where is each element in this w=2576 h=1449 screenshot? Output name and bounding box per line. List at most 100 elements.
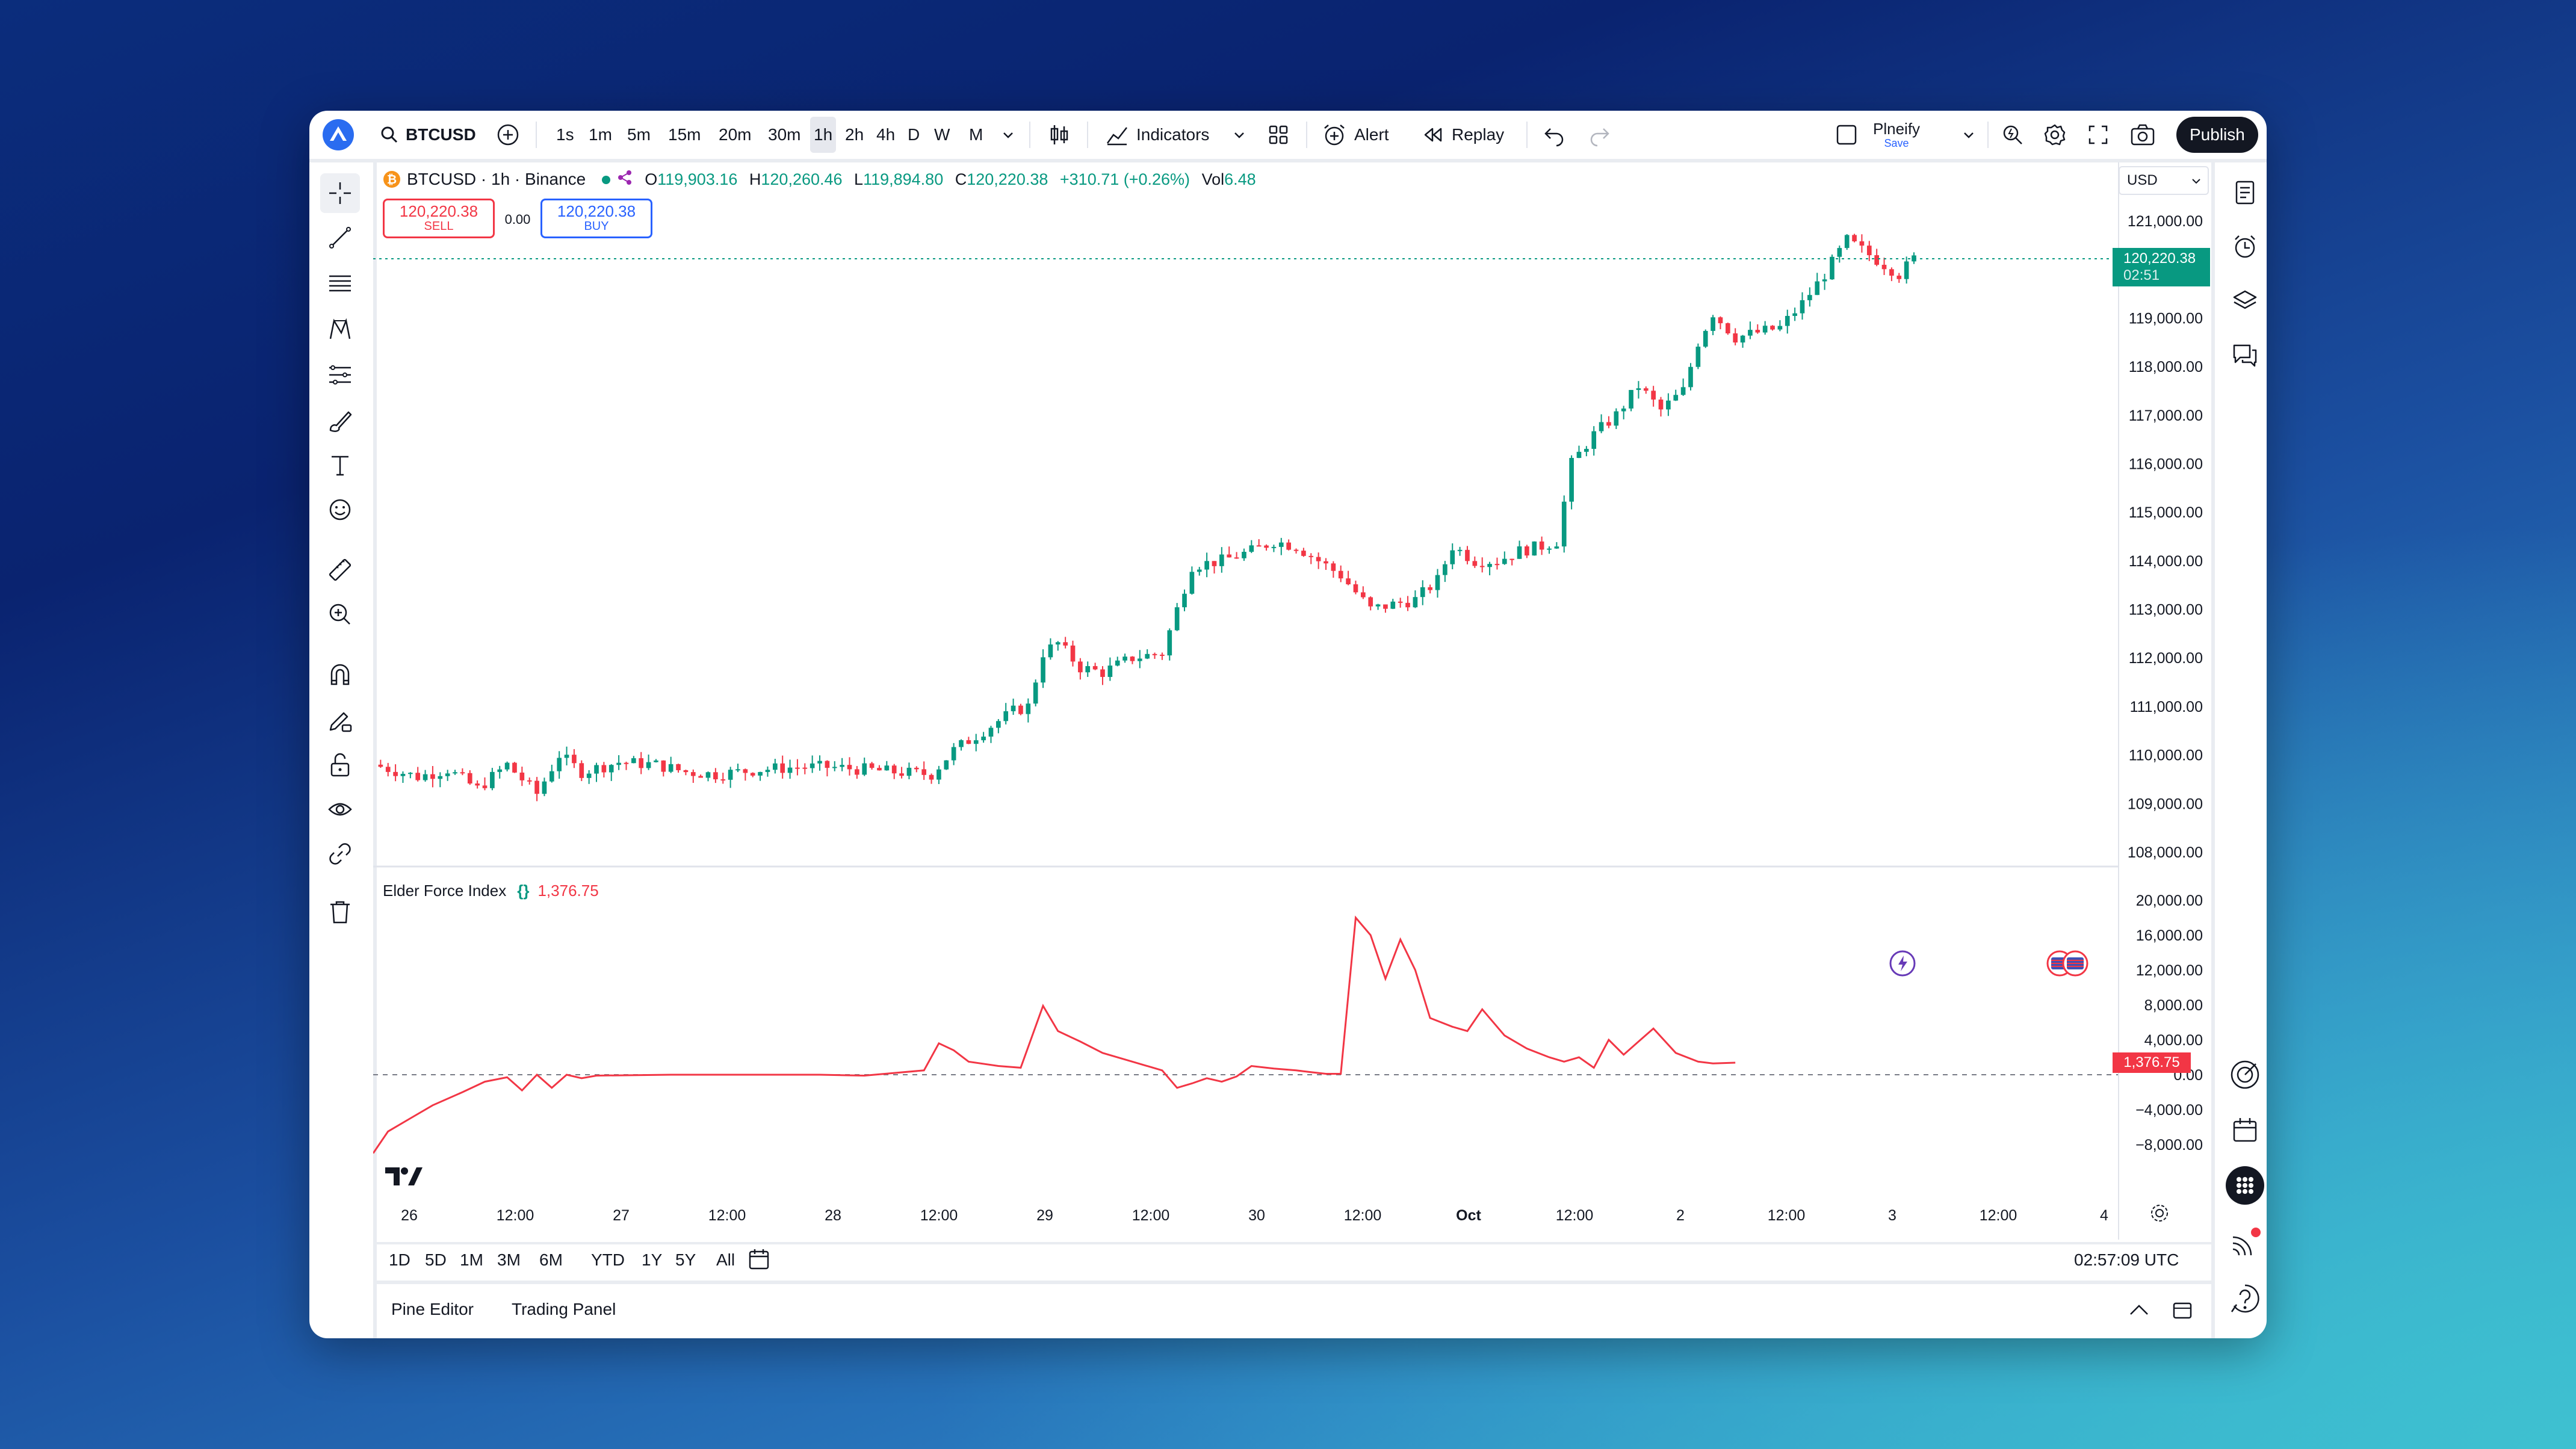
indicators-icon (1106, 127, 1127, 146)
candle-body (1680, 387, 1686, 395)
candle-body (959, 740, 964, 747)
replay-button[interactable]: Replay (1420, 118, 1504, 152)
calendar-button[interactable] (2226, 1111, 2264, 1149)
chart-settings-icon[interactable] (2149, 1202, 2170, 1227)
interval-D[interactable]: D (908, 125, 920, 144)
settings-button[interactable] (2043, 118, 2067, 152)
chart-canvas[interactable]: 121,000.00120,000.00119,000.00118,000.00… (373, 162, 2211, 1240)
brush-tool[interactable] (320, 401, 360, 440)
app-logo-icon[interactable] (320, 118, 356, 152)
redo-button[interactable] (1588, 118, 1612, 152)
candle-body (728, 770, 733, 780)
stay-drawing-tool[interactable] (320, 700, 360, 740)
range-1D[interactable]: 1D (389, 1250, 410, 1269)
measure-tool[interactable] (320, 550, 360, 590)
earnings-event-icon[interactable] (1887, 948, 1918, 981)
interval-2h[interactable]: 2h (845, 125, 864, 144)
interval-1s[interactable]: 1s (556, 125, 574, 144)
text-tool[interactable] (320, 445, 360, 485)
quick-search-button[interactable] (2001, 118, 2025, 152)
time-axis-label: 28 (825, 1207, 841, 1224)
bar-countdown: 02:51 (2123, 267, 2160, 283)
interval-5m[interactable]: 5m (627, 125, 651, 144)
indicators-dropdown[interactable] (1233, 118, 1246, 152)
share-icon[interactable] (617, 169, 634, 190)
fullscreen-button[interactable] (2086, 118, 2110, 152)
collapse-panel-button[interactable] (2127, 1300, 2151, 1324)
interval-30m[interactable]: 30m (768, 125, 801, 144)
open-label: O (645, 170, 658, 188)
remove-drawings-tool[interactable] (320, 892, 360, 931)
lock-drawings-tool[interactable] (320, 745, 360, 785)
pine-editor-tab[interactable]: Pine Editor (391, 1300, 474, 1318)
interval-M[interactable]: M (969, 125, 983, 144)
sell-button[interactable]: 120,220.38 SELL (383, 199, 495, 238)
snapshot-button[interactable] (2129, 118, 2156, 152)
interval-dropdown[interactable] (1002, 118, 1015, 152)
time-axis-label: 27 (613, 1207, 630, 1224)
range-1Y[interactable]: 1Y (642, 1250, 663, 1269)
sync-drawings-tool[interactable] (320, 834, 360, 874)
compare-symbol-button[interactable] (496, 118, 520, 152)
candle-body (683, 770, 689, 773)
interval-1m[interactable]: 1m (589, 125, 612, 144)
emoji-tool[interactable] (320, 490, 360, 530)
notifications-button[interactable] (2226, 1224, 2264, 1262)
trend-line-tool[interactable] (320, 218, 360, 258)
apps-grid-icon (2226, 1166, 2264, 1205)
fib-tool[interactable] (320, 264, 360, 303)
utc-clock[interactable]: 02:57:09 UTC (2074, 1250, 2179, 1269)
range-All[interactable]: All (716, 1250, 735, 1269)
alert-button[interactable]: Alert (1322, 118, 1389, 152)
candle-body (1614, 411, 1619, 426)
chats-button[interactable] (2226, 336, 2264, 374)
interval-4h[interactable]: 4h (876, 125, 896, 144)
range-3M[interactable]: 3M (497, 1250, 521, 1269)
symbol-title[interactable]: BTCUSD · 1h · Binance (407, 170, 586, 188)
source-code-icon[interactable]: {} (517, 881, 530, 900)
symbol-search-button[interactable]: BTCUSD (380, 118, 476, 152)
magnet-tool[interactable] (320, 655, 360, 694)
chart-area[interactable]: 121,000.00120,000.00119,000.00118,000.00… (373, 162, 2211, 1240)
interval-W[interactable]: W (934, 125, 950, 144)
object-tree-button[interactable] (2226, 282, 2264, 320)
range-5D[interactable]: 5D (425, 1250, 447, 1269)
layout-name-button[interactable]: Plneify Save (1873, 118, 1920, 152)
alerts-button[interactable] (2226, 227, 2264, 266)
pattern-tool[interactable] (320, 309, 360, 349)
magnet-icon (330, 664, 350, 685)
tradingview-logo[interactable] (384, 1165, 424, 1192)
publish-button[interactable]: Publish (2176, 117, 2258, 153)
buy-button[interactable]: 120,220.38 BUY (540, 199, 652, 238)
candle-body (944, 760, 949, 770)
help-button[interactable] (2226, 1279, 2264, 1318)
layouts-button[interactable] (1266, 118, 1290, 152)
ideas-button[interactable] (2226, 1055, 2264, 1094)
indicators-button[interactable]: Indicators (1105, 118, 1209, 152)
indicator-legend[interactable]: Elder Force Index {} 1,376.75 (383, 879, 599, 903)
undo-button[interactable] (1542, 118, 1566, 152)
crosshair-tool[interactable] (320, 173, 360, 213)
range-5Y[interactable]: 5Y (675, 1250, 696, 1269)
range-6M[interactable]: 6M (539, 1250, 563, 1269)
products-button[interactable] (2226, 1166, 2264, 1205)
chart-type-button[interactable] (1047, 118, 1071, 152)
candle-body (1896, 276, 1902, 279)
currency-select[interactable]: USD (2119, 166, 2209, 195)
interval-20m[interactable]: 20m (719, 125, 752, 144)
economic-event-icon[interactable] (2045, 948, 2091, 981)
trading-panel-tab[interactable]: Trading Panel (512, 1300, 616, 1318)
layout-dropdown[interactable] (1962, 118, 1975, 152)
prediction-tool[interactable] (320, 355, 360, 395)
layout-square-icon[interactable] (1834, 118, 1859, 152)
hide-drawings-tool[interactable] (320, 789, 360, 829)
zoom-in-tool[interactable] (320, 595, 360, 634)
range-YTD[interactable]: YTD (591, 1250, 625, 1269)
maximize-panel-button[interactable] (2170, 1300, 2194, 1324)
interval-1h[interactable]: 1h (810, 117, 837, 153)
watchlist-button[interactable] (2226, 173, 2264, 212)
candle-body (1041, 657, 1045, 683)
interval-15m[interactable]: 15m (668, 125, 701, 144)
go-to-date-button[interactable] (746, 1247, 772, 1275)
range-1M[interactable]: 1M (460, 1250, 483, 1269)
